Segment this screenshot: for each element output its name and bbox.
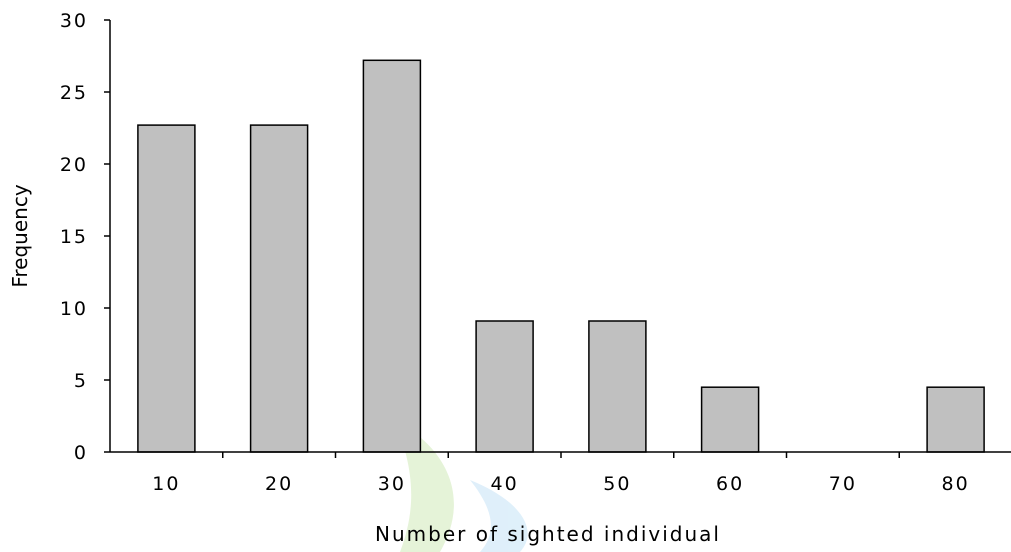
bar-60	[700, 386, 760, 453]
x-tick-label: 30	[378, 473, 406, 495]
y-tick-label: 10	[60, 298, 88, 320]
y-axis-title: Frequency	[8, 184, 32, 287]
watermark	[395, 420, 528, 552]
y-tick-label: 5	[74, 370, 88, 392]
y-tick-label: 25	[60, 82, 88, 104]
x-tick-label: 40	[491, 473, 519, 495]
bar-20	[249, 124, 309, 453]
x-tick-label: 10	[152, 473, 180, 495]
bar-50	[588, 320, 647, 453]
x-tick-label: 70	[829, 473, 857, 495]
watermark-leaf	[470, 480, 528, 552]
x-tick-label: 20	[265, 473, 293, 495]
x-tick-label: 50	[603, 473, 631, 495]
watermark-leaf	[395, 420, 454, 552]
y-tick-label: 0	[74, 442, 88, 464]
x-ticks-group: 10 20 30 40 50 60 70 80	[152, 452, 970, 495]
x-tick-label: 80	[942, 473, 970, 495]
axes-group	[109, 20, 1011, 453]
bar-80	[926, 386, 985, 453]
bar-10	[137, 124, 196, 453]
y-tick-label: 20	[60, 154, 88, 176]
bars-group	[137, 59, 985, 453]
y-ticks-group: 0 5 10 15 20 25 30	[60, 10, 110, 464]
bar-30	[362, 59, 422, 453]
y-tick-label: 15	[60, 226, 88, 248]
x-axis-title: Number of sighted individual	[375, 522, 721, 546]
bar-40	[475, 320, 534, 453]
x-tick-label: 60	[716, 473, 744, 495]
y-tick-label: 30	[60, 10, 88, 32]
